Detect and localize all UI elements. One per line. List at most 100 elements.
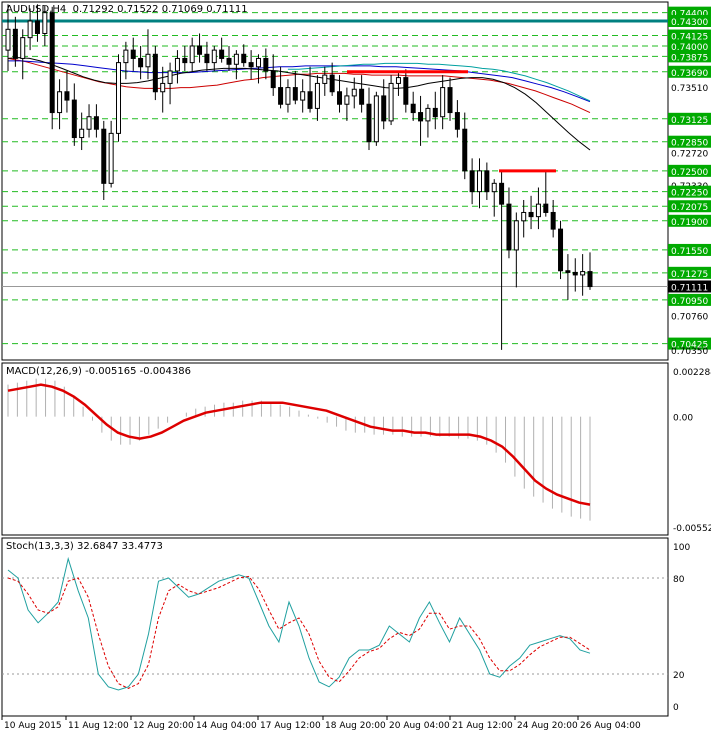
candle-bull [425,107,431,122]
level-price-label: 0.74000 [671,43,708,53]
level-price-box [668,200,711,213]
level-price-label: 0.74300 [671,18,708,28]
level-price-label: 0.73125 [671,116,708,126]
candle-bull [42,12,48,34]
main-header: AUDUSD,H4 0.71292 0.71522 0.71069 0.7111… [6,4,248,15]
candle-bear [278,87,284,105]
candle-bear [204,53,210,64]
level-price-box [668,135,711,148]
candle-bull [580,271,586,276]
candle-bull [79,128,85,139]
ma-mid-line [8,60,591,103]
candle-bull [373,95,379,143]
candle-bear [138,57,144,68]
candle-bear [454,112,460,130]
candle-bear [101,128,107,184]
candle-bull [108,132,114,184]
stoch-tick-label: 20 [673,671,685,681]
candle-bull [116,62,122,134]
level-price-box [668,65,711,78]
candle-bear [587,271,593,288]
level-price-label: 0.72500 [671,168,708,178]
candle-bull [300,91,306,101]
x-tick-label: 11 Aug 12:00 [68,721,129,731]
level-price-label: 0.73690 [671,69,708,79]
x-tick-label: 18 Aug 20:00 [325,721,386,731]
current-price-label: 0.71111 [671,283,708,293]
x-tick-label: 24 Aug 20:00 [517,721,578,731]
level-price-label: 0.73875 [671,53,708,63]
x-tick-label: 17 Aug 12:00 [260,721,321,731]
macd-panel-frame [1,362,669,536]
candle-bull [233,53,239,65]
candle-bull [322,74,328,84]
candle-bear [381,95,387,122]
candle-bull [351,88,357,97]
candle-bull [86,116,92,130]
candle-bear [12,28,18,59]
level-price-label: 0.71275 [671,270,708,280]
candle-bear [34,20,40,34]
x-tick-label: 21 Aug 12:00 [452,721,513,731]
candle-bear [432,107,438,118]
candle-bear [197,45,203,55]
stoch-tick-label: 0 [673,703,679,713]
price-tick-label: 0.70350 [671,347,708,357]
ma-cyan-line [287,62,591,102]
candle-bull [476,170,482,193]
candle-bull [513,220,519,251]
level-price-label: 0.72250 [671,189,708,199]
candle-bear [447,87,453,114]
candle-bear [71,99,77,139]
x-tick-label: 20 Aug 04:00 [389,721,450,731]
level-price-label: 0.71900 [671,218,708,228]
x-tick-label: 12 Aug 20:00 [133,721,194,731]
candle-bear [550,211,556,230]
level-price-label: 0.70425 [671,341,708,351]
candle-bear [263,57,269,72]
stoch-signal-line [7,575,591,689]
candle-bull [160,82,166,93]
macd-tick-label: -0.00552 [673,524,711,534]
candle-bull [20,37,26,59]
candle-bear [462,128,468,172]
candle-bear [270,70,276,89]
candle-bear [572,271,578,276]
stoch-tick-label: 100 [673,543,690,553]
candle-bear [130,49,136,59]
candle-bear [403,77,409,105]
candle-bull [521,211,527,222]
candle-bull [145,53,151,68]
candle-bear [329,74,335,93]
candle-bull [535,203,541,218]
candle-bull [491,182,497,193]
level-price-box [668,337,711,350]
candle-bear [558,228,564,272]
price-tick-label: 0.73510 [671,84,708,94]
price-tick-label: 0.72720 [671,150,708,160]
candle-bull [344,95,350,105]
level-price-box [668,112,711,125]
price-tick-label: 0.70760 [671,313,708,323]
level-price-box [668,6,711,19]
candle-bull [395,77,401,84]
candle-bear [359,88,365,105]
current-price-box [668,280,711,293]
candle-bear [528,211,534,218]
candle-bull [388,82,394,122]
level-price-label: 0.72075 [671,203,708,213]
candle-bear [337,91,343,105]
level-price-box [668,214,711,227]
candle-bull [285,87,291,105]
candle-bull [211,49,217,64]
level-price-box [668,14,711,27]
level-price-box [668,29,711,42]
candle-bear [366,103,372,143]
x-tick-label: 14 Aug 04:00 [196,721,257,731]
candle-bear [49,12,55,114]
candle-bull [174,57,180,72]
candle-bear [248,62,254,68]
level-price-label: 0.74400 [671,10,708,20]
